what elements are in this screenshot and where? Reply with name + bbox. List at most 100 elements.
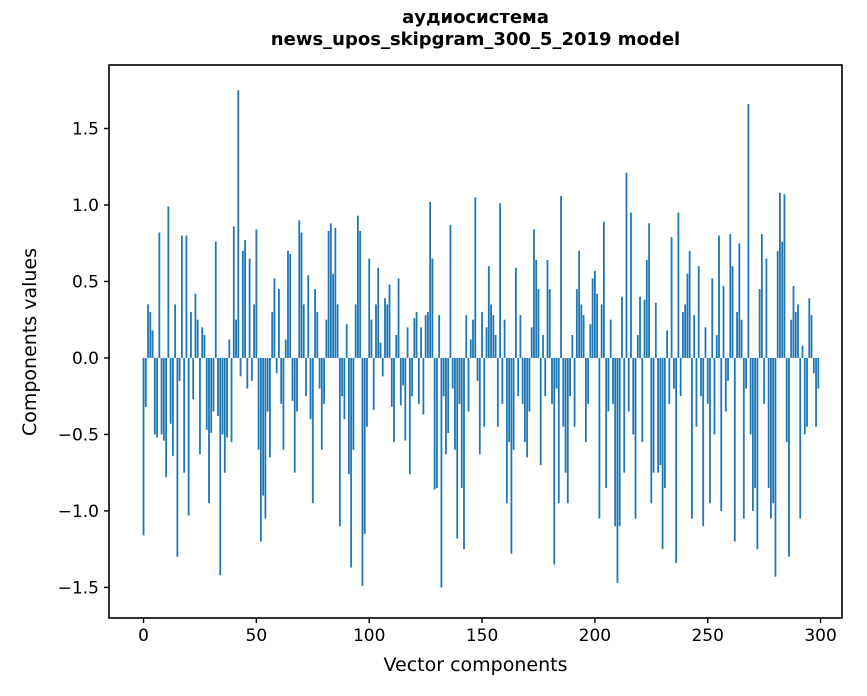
bar [269, 357, 271, 458]
bar [180, 235, 183, 358]
bar [379, 342, 382, 358]
bar [151, 330, 154, 358]
bar [535, 260, 538, 358]
bar [183, 357, 186, 473]
bar [636, 335, 639, 358]
bar [587, 357, 590, 404]
bar [591, 278, 594, 358]
bar [596, 293, 599, 358]
bar [557, 357, 560, 504]
bar [250, 357, 253, 381]
bar [185, 235, 188, 358]
bar [420, 327, 423, 358]
bar [205, 357, 208, 430]
bar [607, 357, 610, 412]
bar [573, 357, 576, 427]
bar [302, 304, 305, 358]
bar [153, 357, 156, 435]
bar [433, 357, 436, 490]
x-tick-label: 0 [138, 626, 149, 646]
bar [469, 339, 472, 358]
bar [190, 312, 192, 358]
bar [672, 357, 675, 389]
bar [230, 357, 233, 443]
bar [291, 357, 294, 401]
bar [147, 304, 149, 358]
bar [652, 357, 655, 473]
bar [314, 289, 316, 358]
bar [442, 357, 445, 397]
bar [241, 250, 244, 358]
bar [253, 304, 256, 358]
bar [476, 357, 479, 381]
bar [449, 224, 452, 358]
bar [648, 223, 650, 358]
bar [472, 319, 474, 358]
bar [785, 357, 788, 443]
bar [794, 312, 797, 358]
bar [515, 267, 517, 358]
bar [736, 312, 738, 358]
bar [237, 90, 240, 358]
bar [372, 357, 375, 410]
bar [801, 345, 804, 358]
bar [749, 357, 752, 435]
bar [663, 357, 666, 488]
bar [682, 312, 684, 358]
bar [142, 357, 145, 536]
bar [632, 357, 635, 435]
bar [492, 315, 495, 358]
bar [474, 197, 477, 358]
bar [808, 298, 811, 358]
bar [812, 357, 815, 374]
bar [144, 357, 147, 407]
bar [772, 357, 775, 504]
bar [282, 357, 285, 450]
bar [797, 304, 799, 358]
bar [742, 357, 745, 519]
bar [370, 319, 373, 358]
chart-title-line2: news_upos_skipgram_300_5_2019 model [270, 29, 681, 50]
bar [417, 357, 420, 404]
y-tick-label: 0.0 [72, 349, 99, 369]
bar [747, 104, 750, 358]
bar [758, 289, 761, 358]
bar [659, 357, 662, 466]
bar [305, 357, 307, 397]
bar [733, 357, 736, 542]
bar [307, 275, 310, 358]
bar [582, 315, 585, 358]
bar [296, 357, 298, 412]
bar [167, 206, 170, 358]
bar [621, 296, 623, 358]
bar [501, 357, 504, 404]
bar [262, 357, 265, 496]
bar [627, 357, 630, 412]
bar [803, 357, 806, 435]
bar [654, 302, 657, 358]
bar [481, 312, 483, 358]
bar [458, 357, 461, 404]
bar [440, 357, 443, 588]
bar [298, 220, 301, 358]
x-tick-label: 250 [691, 626, 723, 646]
bar [788, 357, 790, 557]
bar [309, 357, 312, 420]
bar [618, 357, 621, 527]
bar [329, 223, 332, 358]
bar [169, 357, 172, 424]
bar [447, 357, 450, 433]
bar [709, 357, 711, 504]
bar [720, 357, 723, 511]
bar [695, 357, 698, 427]
bar [729, 234, 732, 358]
bar [760, 234, 763, 358]
bar [429, 201, 432, 358]
bar [149, 312, 152, 358]
bar [463, 357, 465, 550]
bar [711, 278, 714, 358]
bar [675, 357, 678, 563]
bar [799, 357, 802, 519]
bar [176, 357, 179, 557]
bar [756, 357, 759, 550]
